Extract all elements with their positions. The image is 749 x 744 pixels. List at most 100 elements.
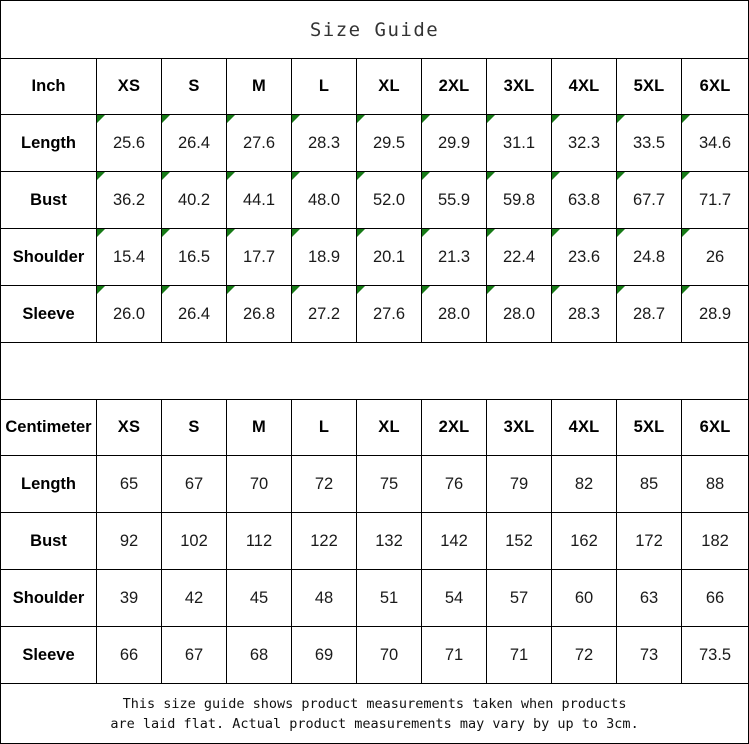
cell-sleeve-3xl: 71 [486,626,552,684]
size-header-xl: XL [356,399,422,456]
cell-sleeve-xl: 27.6 [356,285,422,343]
cell-sleeve-4xl: 28.3 [551,285,617,343]
size-header-4xl: 4XL [551,58,617,115]
cell-sleeve-m: 68 [226,626,292,684]
size-header-5xl: 5XL [616,58,682,115]
cell-bust-5xl: 172 [616,512,682,570]
measure-label-bust: Bust [0,512,97,570]
cell-sleeve-6xl: 28.9 [680,285,749,343]
cell-bust-3xl: 152 [486,512,552,570]
cell-shoulder-m: 45 [226,569,292,627]
cell-length-xl: 29.5 [356,114,422,172]
cell-length-xs: 65 [96,455,162,513]
cell-shoulder-3xl: 22.4 [486,228,552,286]
cell-sleeve-l: 27.2 [291,285,357,343]
cell-bust-4xl: 63.8 [551,171,617,229]
cell-length-xs: 25.6 [96,114,162,172]
cell-bust-s: 102 [161,512,227,570]
cell-shoulder-l: 48 [291,569,357,627]
cell-bust-xl: 52.0 [356,171,422,229]
cell-length-l: 72 [291,455,357,513]
cell-shoulder-6xl: 66 [680,569,749,627]
footer-line-1: This size guide shows product measuremen… [122,695,627,712]
cell-shoulder-4xl: 60 [551,569,617,627]
cell-bust-xs: 92 [96,512,162,570]
table-row: Sleeve 26.0 26.4 26.8 27.2 27.6 28.0 28.0 28.3 28… [0,285,749,343]
title-row: Size Guide [0,0,749,59]
cell-length-4xl: 32.3 [551,114,617,172]
cell-sleeve-5xl: 73 [616,626,682,684]
measure-label-shoulder: Shoulder [0,569,97,627]
cell-bust-6xl: 182 [680,512,749,570]
cell-length-4xl: 82 [551,455,617,513]
cell-length-6xl: 88 [680,455,749,513]
table-row: Length 65 67 70 72 75 76 79 82 85 88 [0,455,749,513]
cell-sleeve-6xl: 73.5 [680,626,749,684]
cell-length-2xl: 76 [421,455,487,513]
size-header-m: M [226,58,292,115]
size-header-s: S [161,58,227,115]
table-row: Shoulder 39 42 45 48 51 54 57 60 63 66 [0,569,749,627]
cell-length-l: 28.3 [291,114,357,172]
size-header-3xl: 3XL [486,58,552,115]
cell-length-3xl: 79 [486,455,552,513]
size-header-xs: XS [96,58,162,115]
cell-shoulder-4xl: 23.6 [551,228,617,286]
cell-shoulder-s: 16.5 [161,228,227,286]
inch_table-header-row: Inch XS S M L XL 2XL 3XL 4XL 5XL 6XL [0,58,749,115]
cell-length-5xl: 85 [616,455,682,513]
cell-length-2xl: 29.9 [421,114,487,172]
measure-label-sleeve: Sleeve [0,285,97,343]
cell-bust-2xl: 142 [421,512,487,570]
measure-label-sleeve: Sleeve [0,626,97,684]
size-header-s: S [161,399,227,456]
cell-shoulder-5xl: 24.8 [616,228,682,286]
size-header-6xl: 6XL [680,58,749,115]
cell-sleeve-xs: 26.0 [96,285,162,343]
cell-bust-xs: 36.2 [96,171,162,229]
cell-bust-3xl: 59.8 [486,171,552,229]
cell-sleeve-5xl: 28.7 [616,285,682,343]
cell-shoulder-l: 18.9 [291,228,357,286]
size-header-6xl: 6XL [680,399,749,456]
cell-shoulder-2xl: 21.3 [421,228,487,286]
cell-shoulder-xl: 51 [356,569,422,627]
cell-shoulder-2xl: 54 [421,569,487,627]
cell-bust-6xl: 71.7 [680,171,749,229]
spacer-row [0,342,749,400]
cell-length-xl: 75 [356,455,422,513]
measure-label-length: Length [0,455,97,513]
cell-sleeve-4xl: 72 [551,626,617,684]
cell-shoulder-xs: 39 [96,569,162,627]
size-header-xl: XL [356,58,422,115]
measure-label-bust: Bust [0,171,97,229]
cell-length-5xl: 33.5 [616,114,682,172]
unit-label-cm_table: Centimeter [0,399,97,456]
cell-bust-l: 122 [291,512,357,570]
measure-label-length: Length [0,114,97,172]
size-header-m: M [226,399,292,456]
size-header-l: L [291,399,357,456]
cell-sleeve-xl: 70 [356,626,422,684]
cell-shoulder-m: 17.7 [226,228,292,286]
cell-bust-2xl: 55.9 [421,171,487,229]
cell-sleeve-2xl: 71 [421,626,487,684]
size-header-2xl: 2XL [421,58,487,115]
table-row: Bust 92 102 112 122 132 142 152 162 172 182 [0,512,749,570]
cell-shoulder-5xl: 63 [616,569,682,627]
cell-sleeve-m: 26.8 [226,285,292,343]
cell-sleeve-s: 67 [161,626,227,684]
footer-note: This size guide shows product measuremen… [0,683,749,744]
table-row: Bust 36.2 40.2 44.1 48.0 52.0 55.9 59.8 63.8 67.7… [0,171,749,229]
table-row: Shoulder 15.4 16.5 17.7 18.9 20.1 21.3 22.4 23.6… [0,228,749,286]
measure-label-shoulder: Shoulder [0,228,97,286]
size-header-4xl: 4XL [551,399,617,456]
cell-bust-s: 40.2 [161,171,227,229]
size-header-5xl: 5XL [616,399,682,456]
cell-shoulder-s: 42 [161,569,227,627]
cell-shoulder-6xl: 26 [680,228,749,286]
cell-sleeve-s: 26.4 [161,285,227,343]
